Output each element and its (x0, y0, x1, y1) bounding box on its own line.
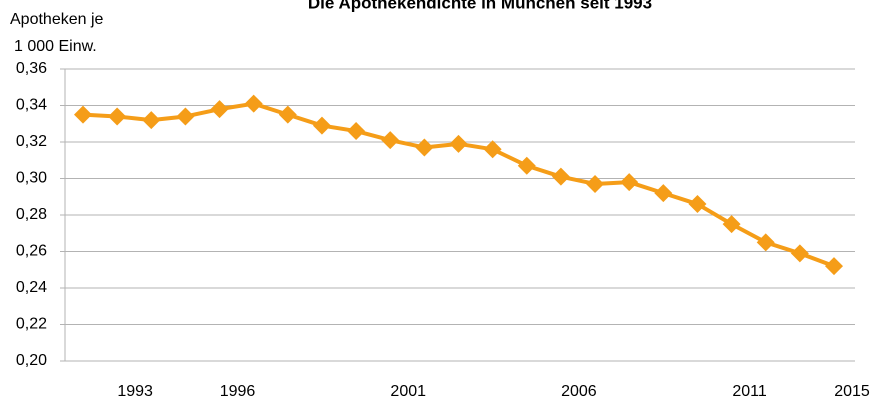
data-marker (244, 94, 263, 113)
y-tick-label: 0,30 (16, 170, 47, 187)
data-marker (620, 173, 639, 192)
x-tick-label: 2001 (390, 383, 426, 400)
data-marker (825, 257, 843, 276)
data-marker (347, 122, 366, 141)
data-marker (790, 244, 809, 263)
data-marker (586, 174, 605, 193)
x-tick-label: 2006 (561, 383, 597, 400)
data-marker (722, 215, 741, 234)
y-axis-label: Apotheken je (10, 11, 104, 28)
x-tick-label: 2015 (834, 383, 870, 400)
data-marker (142, 111, 161, 130)
x-tick-label: 2011 (732, 383, 767, 400)
data-line (82, 101, 835, 268)
data-marker (312, 116, 331, 135)
x-tick-label: 1993 (117, 383, 153, 400)
data-marker (756, 233, 775, 252)
data-marker (381, 131, 400, 150)
data-marker (278, 105, 297, 124)
data-marker (483, 140, 502, 159)
data-marker (551, 167, 570, 186)
y-tick-label: 0,36 (16, 60, 47, 77)
y-axis-label: 1 000 Einw. (14, 38, 97, 55)
data-marker (415, 138, 434, 157)
y-tick-label: 0,24 (16, 279, 47, 296)
data-marker (108, 107, 127, 126)
y-tick-label: 0,20 (16, 352, 47, 369)
data-marker (210, 100, 229, 119)
data-marker (176, 107, 195, 126)
y-tick-label: 0,26 (16, 243, 47, 260)
chart-title: Die Apothekendichte in München seit 1993 (308, 0, 652, 12)
y-tick-label: 0,28 (16, 206, 47, 223)
data-marker (449, 134, 468, 153)
data-marker (654, 184, 673, 203)
y-tick-label: 0,32 (16, 133, 47, 150)
data-marker (517, 156, 536, 175)
x-tick-label: 1996 (220, 383, 256, 400)
y-tick-label: 0,22 (16, 316, 47, 333)
data-marker (688, 195, 707, 214)
y-tick-label: 0,34 (16, 97, 47, 114)
data-marker (74, 105, 92, 124)
